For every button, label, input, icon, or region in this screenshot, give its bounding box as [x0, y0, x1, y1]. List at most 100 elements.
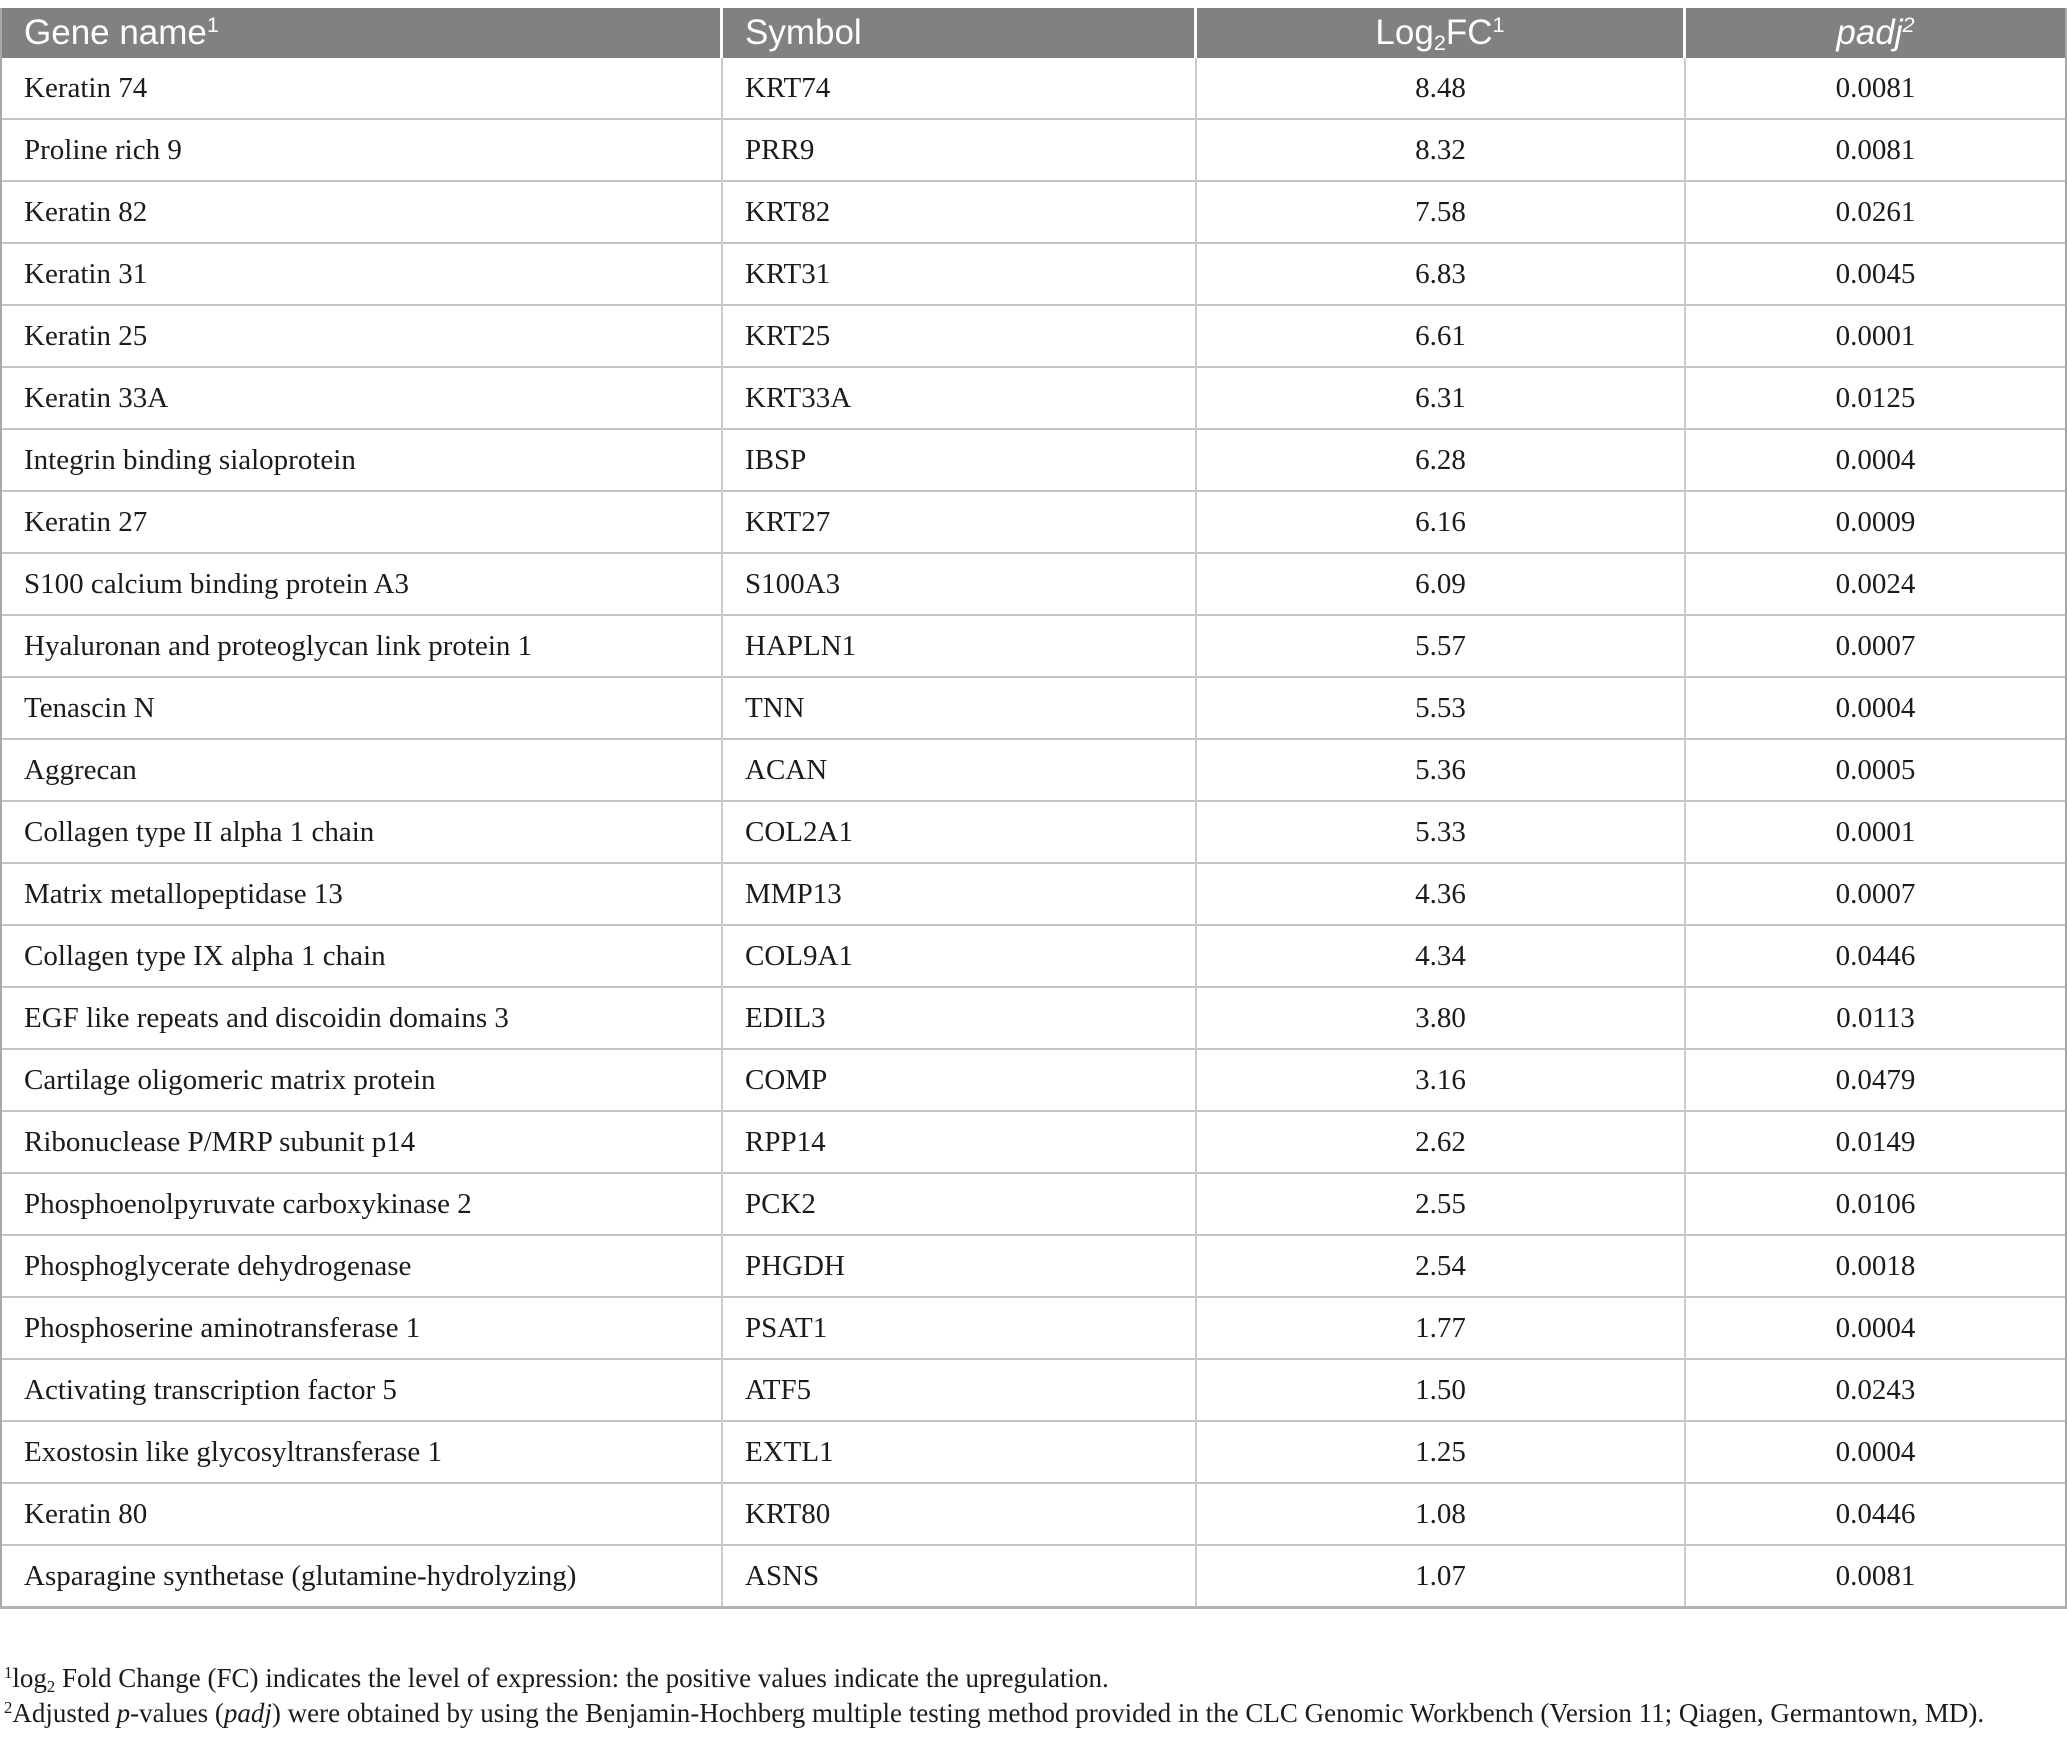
symbol-cell: COMP — [723, 1048, 1197, 1110]
footnote-2: 2Adjusted p-values (padj) were obtained … — [4, 1697, 1985, 1728]
padj-cell: 0.0446 — [1686, 924, 2065, 986]
log2fc-cell: 2.62 — [1197, 1110, 1686, 1172]
padj-cell: 0.0001 — [1686, 304, 2065, 366]
log2fc-cell: 5.36 — [1197, 738, 1686, 800]
log2fc-cell: 8.48 — [1197, 58, 1686, 118]
symbol-cell: KRT33A — [723, 366, 1197, 428]
footnote-1: 1log2 Fold Change (FC) indicates the lev… — [4, 1662, 1109, 1696]
table-row: Hyaluronan and proteoglycan link protein… — [2, 614, 2065, 676]
gene-cell: Collagen type IX alpha 1 chain — [2, 924, 723, 986]
table-row: Keratin 31 KRT31 6.83 0.0045 — [2, 242, 2065, 304]
gene-cell: Phosphoglycerate dehydrogenase — [2, 1234, 723, 1296]
padj-cell: 0.0149 — [1686, 1110, 2065, 1172]
table-row: Activating transcription factor 5 ATF5 1.5… — [2, 1358, 2065, 1420]
table-row: Phosphoenolpyruvate carboxykinase 2 PCK2 2… — [2, 1172, 2065, 1234]
padj-cell: 0.0004 — [1686, 676, 2065, 738]
symbol-cell: EDIL3 — [723, 986, 1197, 1048]
padj-cell: 0.0018 — [1686, 1234, 2065, 1296]
symbol-cell: PHGDH — [723, 1234, 1197, 1296]
gene-cell: Keratin 80 — [2, 1482, 723, 1544]
symbol-cell: ASNS — [723, 1544, 1197, 1606]
table-row: S100 calcium binding protein A3 S100A3 6.0… — [2, 552, 2065, 614]
table-row: Phosphoglycerate dehydrogenase PHGDH 2.54 0… — [2, 1234, 2065, 1296]
table-row: Phosphoserine aminotransferase 1 PSAT1 1.7… — [2, 1296, 2065, 1358]
symbol-cell: KRT74 — [723, 58, 1197, 118]
upregulated-genes-table: Gene name1 Symbol Log2FC1 padj2 Keratin 74 K… — [0, 8, 2067, 1609]
col-header-log2fc: Log2FC1 — [1197, 8, 1686, 58]
gene-cell: Keratin 33A — [2, 366, 723, 428]
gene-cell: Activating transcription factor 5 — [2, 1358, 723, 1420]
padj-cell: 0.0081 — [1686, 58, 2065, 118]
padj-cell: 0.0125 — [1686, 366, 2065, 428]
padj-cell: 0.0113 — [1686, 986, 2065, 1048]
gene-cell: Keratin 74 — [2, 58, 723, 118]
symbol-cell: ACAN — [723, 738, 1197, 800]
log2fc-cell: 6.28 — [1197, 428, 1686, 490]
table-row: Proline rich 9 PRR9 8.32 0.0081 — [2, 118, 2065, 180]
gene-cell: Aggrecan — [2, 738, 723, 800]
table-row: Keratin 74 KRT74 8.48 0.0081 — [2, 58, 2065, 118]
log2fc-cell: 1.08 — [1197, 1482, 1686, 1544]
log2fc-cell: 6.31 — [1197, 366, 1686, 428]
log2fc-cell: 6.83 — [1197, 242, 1686, 304]
padj-cell: 0.0446 — [1686, 1482, 2065, 1544]
padj-cell: 0.0106 — [1686, 1172, 2065, 1234]
table-row: Keratin 82 KRT82 7.58 0.0261 — [2, 180, 2065, 242]
gene-cell: Matrix metallopeptidase 13 — [2, 862, 723, 924]
padj-cell: 0.0045 — [1686, 242, 2065, 304]
gene-cell: Proline rich 9 — [2, 118, 723, 180]
table-row: Keratin 80 KRT80 1.08 0.0446 — [2, 1482, 2065, 1544]
table-row: Ribonuclease P/MRP subunit p14 RPP14 2.62 0… — [2, 1110, 2065, 1172]
log2fc-cell: 5.53 — [1197, 676, 1686, 738]
table-row: Exostosin like glycosyltransferase 1 EXTL… — [2, 1420, 2065, 1482]
gene-cell: Asparagine synthetase (glutamine-hydroly… — [2, 1544, 723, 1606]
col-header-symbol: Symbol — [723, 8, 1197, 58]
gene-cell: Hyaluronan and proteoglycan link protein… — [2, 614, 723, 676]
padj-cell: 0.0261 — [1686, 180, 2065, 242]
gene-cell: Tenascin N — [2, 676, 723, 738]
padj-cell: 0.0004 — [1686, 1296, 2065, 1358]
gene-cell: Keratin 25 — [2, 304, 723, 366]
table-row: Keratin 27 KRT27 6.16 0.0009 — [2, 490, 2065, 552]
padj-cell: 0.0007 — [1686, 614, 2065, 676]
log2fc-cell: 4.34 — [1197, 924, 1686, 986]
table-row: Collagen type IX alpha 1 chain COL9A1 4.34… — [2, 924, 2065, 986]
symbol-cell: PRR9 — [723, 118, 1197, 180]
gene-cell: Phosphoserine aminotransferase 1 — [2, 1296, 723, 1358]
symbol-cell: IBSP — [723, 428, 1197, 490]
symbol-cell: COL9A1 — [723, 924, 1197, 986]
symbol-cell: HAPLN1 — [723, 614, 1197, 676]
padj-cell: 0.0024 — [1686, 552, 2065, 614]
log2fc-cell: 6.16 — [1197, 490, 1686, 552]
log2fc-cell: 6.61 — [1197, 304, 1686, 366]
log2fc-cell: 6.09 — [1197, 552, 1686, 614]
gene-cell: Ribonuclease P/MRP subunit p14 — [2, 1110, 723, 1172]
log2fc-cell: 5.33 — [1197, 800, 1686, 862]
symbol-cell: S100A3 — [723, 552, 1197, 614]
padj-cell: 0.0081 — [1686, 118, 2065, 180]
col-header-padj: padj2 — [1686, 8, 2065, 58]
gene-cell: Collagen type II alpha 1 chain — [2, 800, 723, 862]
padj-cell: 0.0007 — [1686, 862, 2065, 924]
col-header-gene: Gene name1 — [2, 8, 723, 58]
log2fc-cell: 2.54 — [1197, 1234, 1686, 1296]
symbol-cell: RPP14 — [723, 1110, 1197, 1172]
gene-cell: EGF like repeats and discoidin domains 3 — [2, 986, 723, 1048]
symbol-cell: MMP13 — [723, 862, 1197, 924]
table-row: Keratin 33A KRT33A 6.31 0.0125 — [2, 366, 2065, 428]
log2fc-cell: 4.36 — [1197, 862, 1686, 924]
gene-cell: S100 calcium binding protein A3 — [2, 552, 723, 614]
table-row: Asparagine synthetase (glutamine-hydroly… — [2, 1544, 2065, 1606]
symbol-cell: PSAT1 — [723, 1296, 1197, 1358]
table-row: Collagen type II alpha 1 chain COL2A1 5.33… — [2, 800, 2065, 862]
symbol-cell: KRT31 — [723, 242, 1197, 304]
gene-cell: Keratin 31 — [2, 242, 723, 304]
table-footnotes: 1log2 Fold Change (FC) indicates the lev… — [0, 1661, 2067, 1731]
table-row: Aggrecan ACAN 5.36 0.0005 — [2, 738, 2065, 800]
table-row: Cartilage oligomeric matrix protein COMP 3… — [2, 1048, 2065, 1110]
symbol-cell: PCK2 — [723, 1172, 1197, 1234]
symbol-cell: KRT82 — [723, 180, 1197, 242]
symbol-cell: KRT80 — [723, 1482, 1197, 1544]
